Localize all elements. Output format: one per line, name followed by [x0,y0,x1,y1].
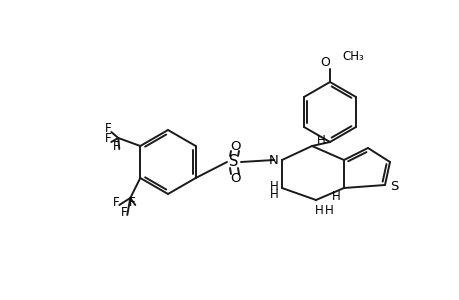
Text: F: F [113,140,119,152]
Text: H: H [269,188,278,200]
Text: H: H [331,190,340,202]
Text: N: N [269,154,278,166]
Text: CH₃: CH₃ [341,50,363,62]
Text: F: F [105,133,112,146]
Text: O: O [230,172,241,185]
Text: H: H [314,205,323,218]
Text: O: O [319,56,329,68]
Text: F: F [105,122,112,136]
Text: H: H [324,205,333,218]
Text: F: F [121,206,127,218]
Text: S: S [229,154,238,169]
Text: S: S [389,181,397,194]
Text: H: H [269,179,278,193]
Text: H: H [316,134,325,148]
Text: O: O [230,140,241,152]
Text: F: F [129,196,135,208]
Text: F: F [113,196,119,208]
